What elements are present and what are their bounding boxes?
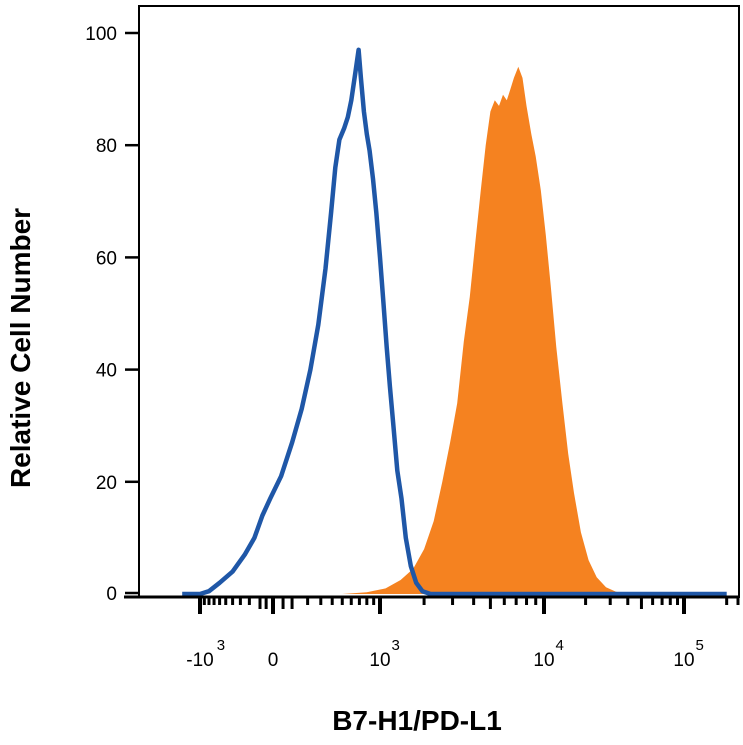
x-axis-ticks bbox=[198, 597, 740, 614]
x-tick-label-exponent: 4 bbox=[556, 637, 564, 654]
x-axis-title: B7-H1/PD-L1 bbox=[332, 705, 502, 736]
x-tick-label-exponent: 3 bbox=[217, 637, 225, 654]
y-axis-ticks: 0 20 40 60 80 100 bbox=[85, 24, 139, 605]
y-tick-label: 60 bbox=[96, 248, 117, 269]
x-tick-label: -10 bbox=[186, 650, 213, 671]
y-tick-label: 20 bbox=[96, 473, 117, 494]
x-tick-label: 10 bbox=[533, 650, 554, 671]
x-tick-label: 10 bbox=[369, 650, 390, 671]
x-tick-label: 0 bbox=[268, 650, 279, 671]
y-tick-label: 100 bbox=[85, 24, 117, 45]
series-filled-histogram bbox=[182, 66, 727, 594]
y-axis-title: Relative Cell Number bbox=[5, 208, 36, 488]
y-tick-label: 40 bbox=[96, 361, 117, 382]
series-outline-histogram bbox=[182, 47, 727, 597]
y-tick-label: 0 bbox=[106, 584, 117, 605]
y-tick-label: 80 bbox=[96, 136, 117, 157]
x-tick-label-exponent: 5 bbox=[696, 637, 704, 654]
x-tick-label: 10 bbox=[673, 650, 694, 671]
x-tick-label-exponent: 3 bbox=[392, 637, 400, 654]
